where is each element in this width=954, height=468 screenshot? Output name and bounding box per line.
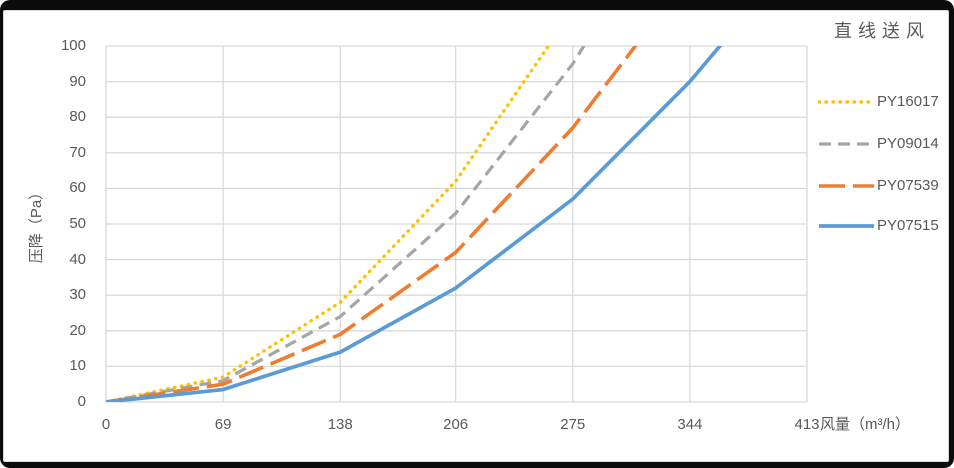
legend-item-PY16017: PY16017 bbox=[818, 92, 939, 112]
x-tick-label: 138 bbox=[327, 416, 353, 433]
x-tick-label: 344 bbox=[677, 416, 703, 433]
x-axis-title: 风量（m³/h） bbox=[820, 416, 911, 433]
y-tick-label: 70 bbox=[69, 143, 86, 161]
y-tick-label: 50 bbox=[69, 215, 86, 232]
chart-panel bbox=[3, 10, 949, 462]
y-tick-label: 40 bbox=[69, 250, 86, 268]
chart-title: 直线送风 bbox=[834, 21, 930, 41]
legend-line-sample bbox=[819, 224, 874, 228]
y-tick-label: 0 bbox=[77, 393, 86, 410]
y-tick-label: 30 bbox=[69, 286, 86, 304]
legend-line-sample bbox=[818, 100, 875, 104]
legend-item-PY09014: PY09014 bbox=[818, 134, 939, 154]
y-tick-label: 100 bbox=[60, 37, 86, 54]
y-tick-label: 80 bbox=[69, 108, 86, 126]
legend-item-PY07515: PY07515 bbox=[818, 216, 939, 236]
legend-label: PY09014 bbox=[877, 135, 939, 152]
series-line-PY07539 bbox=[106, 46, 638, 402]
legend-line-sample bbox=[819, 142, 874, 146]
legend-label: PY07515 bbox=[877, 217, 939, 234]
x-tick-label: 206 bbox=[443, 416, 469, 433]
y-tick-label: 90 bbox=[69, 72, 86, 90]
gridlines bbox=[105, 45, 808, 403]
y-tick-label: 60 bbox=[69, 179, 86, 197]
series-line-PY16017 bbox=[106, 46, 551, 402]
legend-label: PY16017 bbox=[877, 93, 939, 110]
series-line-PY09014 bbox=[106, 46, 586, 402]
y-tick-label: 10 bbox=[69, 357, 86, 375]
x-tick-label: 69 bbox=[214, 416, 232, 433]
y-tick-label: 20 bbox=[69, 321, 86, 339]
x-tick-label: 0 bbox=[101, 416, 111, 433]
series-line-PY07515 bbox=[106, 46, 723, 402]
legend-item-PY07539: PY07539 bbox=[818, 176, 939, 196]
legend-line-sample bbox=[819, 184, 874, 188]
x-tick-label: 413 bbox=[794, 416, 820, 433]
x-tick-label: 275 bbox=[560, 416, 586, 433]
legend-label: PY07539 bbox=[877, 177, 939, 194]
